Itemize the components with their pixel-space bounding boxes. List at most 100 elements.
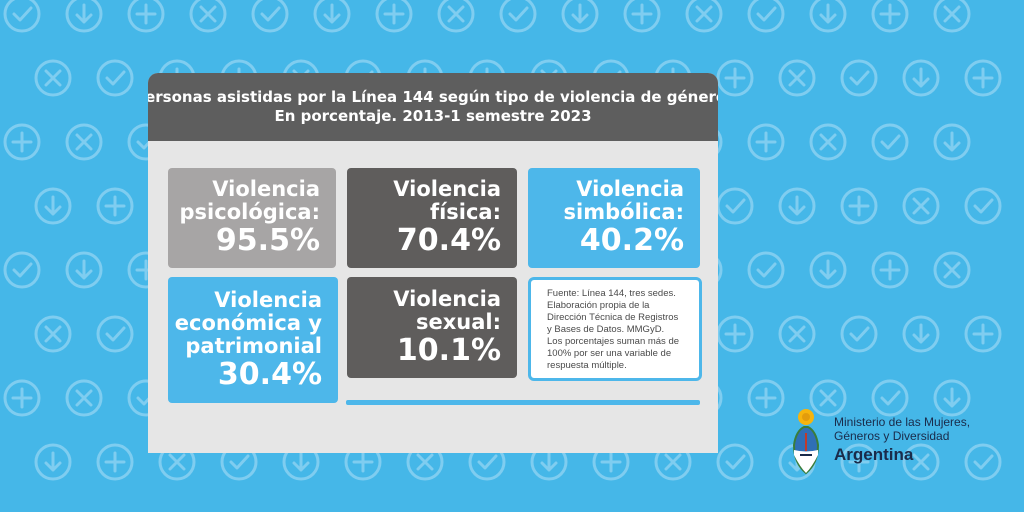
stat-tile-sexual: Violencia sexual: 10.1% <box>347 277 517 378</box>
x-circle-icon <box>685 0 723 33</box>
source-note-line: Fuente: Línea 144, tres sedes. <box>547 288 676 299</box>
check-circle-icon <box>871 379 909 417</box>
stat-value: 70.4% <box>396 223 501 258</box>
check-circle-icon <box>96 59 134 97</box>
source-note-line: y Bases de Datos. MMGyD. <box>547 324 665 335</box>
check-circle-icon <box>3 0 41 33</box>
plus-circle-icon <box>840 443 878 481</box>
plus-circle-icon <box>964 315 1002 353</box>
down-arrow-circle-icon <box>34 187 72 225</box>
stat-label-line: simbólica: <box>563 200 684 224</box>
check-circle-icon <box>964 187 1002 225</box>
check-circle-icon <box>96 315 134 353</box>
stat-label-line: económica y <box>174 310 322 335</box>
check-circle-icon <box>3 251 41 289</box>
infographic-card: Personas asistidas por la Línea 144 segú… <box>148 73 718 453</box>
chart-title-line-2: En porcentaje. 2013-1 semestre 2023 <box>274 107 592 125</box>
ministry-name-line-2: Géneros y Diversidad <box>834 429 950 443</box>
plus-circle-icon <box>96 443 134 481</box>
accent-bar <box>346 400 700 405</box>
plus-circle-icon <box>964 59 1002 97</box>
plus-circle-icon <box>3 123 41 161</box>
source-note-line: respuesta múltiple. <box>547 360 627 371</box>
x-circle-icon <box>902 187 940 225</box>
plus-circle-icon <box>375 0 413 33</box>
down-arrow-circle-icon <box>561 0 599 33</box>
plus-circle-icon <box>96 187 134 225</box>
stat-label-line: Violencia <box>393 286 501 311</box>
x-circle-icon <box>65 123 103 161</box>
x-circle-icon <box>809 123 847 161</box>
check-circle-icon <box>964 443 1002 481</box>
plus-circle-icon <box>871 251 909 289</box>
check-circle-icon <box>747 0 785 33</box>
x-circle-icon <box>65 379 103 417</box>
stat-tile-psicologica: Violencia psicológica: 95.5% <box>168 168 336 268</box>
chart-title-line-1: Personas asistidas por la Línea 144 segú… <box>148 88 718 106</box>
plus-circle-icon <box>747 123 785 161</box>
down-arrow-circle-icon <box>902 59 940 97</box>
check-circle-icon <box>716 187 754 225</box>
stat-value: 10.1% <box>396 332 501 368</box>
down-arrow-circle-icon <box>933 379 971 417</box>
plus-circle-icon <box>871 0 909 33</box>
source-note-line: Dirección Técnica de Registros <box>547 312 679 323</box>
check-circle-icon <box>716 443 754 481</box>
check-circle-icon <box>251 0 289 33</box>
check-circle-icon <box>840 315 878 353</box>
stat-label-line: Violencia <box>212 177 320 201</box>
plus-circle-icon <box>127 0 165 33</box>
plus-circle-icon <box>840 187 878 225</box>
stat-label-line: patrimonial <box>185 333 322 358</box>
stat-label-line: psicológica: <box>179 200 320 224</box>
down-arrow-circle-icon <box>809 251 847 289</box>
ministry-name-line-1: Ministerio de las Mujeres, <box>834 415 971 429</box>
stat-tile-fisica: Violencia física: 70.4% <box>347 168 517 268</box>
x-circle-icon <box>809 379 847 417</box>
plus-circle-icon <box>716 315 754 353</box>
down-arrow-circle-icon <box>65 251 103 289</box>
stat-label-line: Violencia <box>393 177 501 201</box>
down-arrow-circle-icon <box>313 0 351 33</box>
source-note: Fuente: Línea 144, tres sedes. Elaboraci… <box>528 277 702 381</box>
x-circle-icon <box>778 315 816 353</box>
down-arrow-circle-icon <box>933 123 971 161</box>
argentina-coat-of-arms-icon <box>792 409 820 475</box>
x-circle-icon <box>933 0 971 33</box>
stat-label-line: Violencia <box>214 287 322 312</box>
stat-value: 40.2% <box>579 223 684 258</box>
plus-circle-icon <box>623 0 661 33</box>
down-arrow-circle-icon <box>902 315 940 353</box>
x-circle-icon <box>34 59 72 97</box>
stat-value: 30.4% <box>217 356 322 392</box>
x-circle-icon <box>933 251 971 289</box>
check-circle-icon <box>747 251 785 289</box>
check-circle-icon <box>871 123 909 161</box>
down-arrow-circle-icon <box>65 0 103 33</box>
x-circle-icon <box>34 315 72 353</box>
down-arrow-circle-icon <box>809 0 847 33</box>
stat-label-line: sexual: <box>415 309 501 334</box>
plus-circle-icon <box>716 59 754 97</box>
x-circle-icon <box>902 443 940 481</box>
stat-tile-simbolica: Violencia simbólica: 40.2% <box>528 168 700 268</box>
chart-title: Personas asistidas por la Línea 144 segú… <box>148 73 718 141</box>
ministry-logo: Ministerio de las Mujeres, Géneros y Div… <box>784 405 984 479</box>
stat-tile-economica: Violencia económica y patrimonial 30.4% <box>168 277 338 403</box>
source-note-line: Elaboración propia de la <box>547 300 650 311</box>
down-arrow-circle-icon <box>778 187 816 225</box>
source-note-line: 100% por ser una variable de <box>547 348 672 359</box>
source-note-line: Los porcentajes suman más de <box>547 336 680 347</box>
check-circle-icon <box>499 0 537 33</box>
check-circle-icon <box>840 59 878 97</box>
stat-label-line: física: <box>429 200 501 224</box>
plus-circle-icon <box>3 379 41 417</box>
x-circle-icon <box>778 59 816 97</box>
stat-value: 95.5% <box>215 223 320 258</box>
x-circle-icon <box>437 0 475 33</box>
x-circle-icon <box>189 0 227 33</box>
ministry-country: Argentina <box>834 445 914 464</box>
stat-label-line: Violencia <box>576 177 684 201</box>
down-arrow-circle-icon <box>34 443 72 481</box>
plus-circle-icon <box>747 379 785 417</box>
